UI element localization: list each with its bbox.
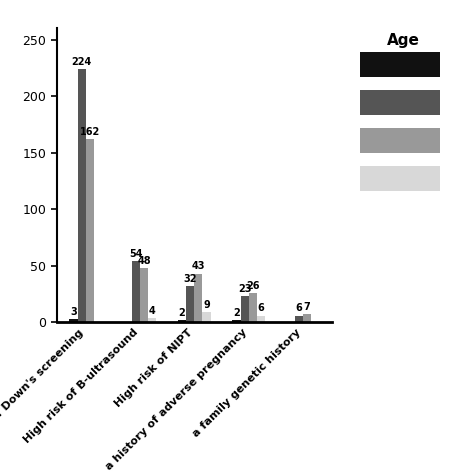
Bar: [232, 320, 240, 322]
Text: 48: 48: [137, 256, 151, 266]
Bar: [178, 320, 186, 322]
Text: Age: Age: [386, 33, 419, 48]
Bar: [303, 314, 311, 322]
Bar: [202, 312, 210, 322]
Bar: [69, 319, 78, 322]
Text: 162: 162: [80, 127, 100, 137]
Text: 224: 224: [72, 57, 92, 67]
Bar: [295, 316, 303, 322]
Text: 26: 26: [246, 281, 259, 291]
Bar: [140, 268, 148, 322]
Bar: [240, 296, 249, 322]
FancyBboxPatch shape: [360, 166, 440, 191]
Text: 23: 23: [238, 284, 251, 294]
Text: 3: 3: [70, 307, 77, 317]
Bar: [132, 261, 140, 322]
Text: 2: 2: [179, 308, 185, 318]
Text: 9: 9: [203, 300, 210, 310]
Text: 54: 54: [129, 249, 143, 259]
Text: 43: 43: [191, 262, 205, 272]
Text: 32: 32: [183, 274, 197, 284]
Bar: [249, 293, 257, 322]
Text: 4: 4: [149, 306, 155, 316]
Bar: [78, 69, 86, 322]
Text: 2: 2: [233, 308, 240, 318]
Bar: [194, 273, 202, 322]
Text: 6: 6: [296, 303, 302, 313]
FancyBboxPatch shape: [360, 128, 440, 153]
FancyBboxPatch shape: [360, 90, 440, 115]
Bar: [186, 286, 194, 322]
Text: 6: 6: [257, 303, 264, 313]
Text: 7: 7: [304, 302, 310, 312]
FancyBboxPatch shape: [360, 52, 440, 77]
Bar: [86, 139, 94, 322]
Bar: [257, 316, 265, 322]
Bar: [148, 318, 156, 322]
